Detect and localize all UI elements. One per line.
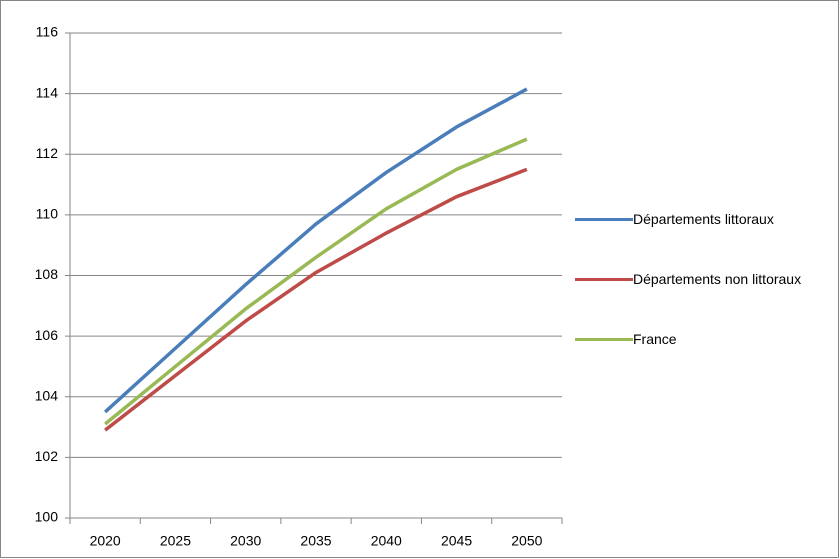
x-tick-label: 2030 — [230, 533, 261, 549]
legend-swatch — [575, 338, 633, 341]
series-line — [104, 167, 528, 432]
y-tick-label: 110 — [36, 206, 59, 222]
y-tick-label: 106 — [35, 327, 59, 343]
legend-label: Départements non littoraux — [633, 271, 802, 287]
legend-swatch — [575, 278, 633, 281]
legend-entry: Départements littoraux — [575, 210, 808, 229]
x-tick-label: 2035 — [300, 533, 331, 549]
y-tick-label: 114 — [36, 84, 59, 100]
series-line — [103, 87, 528, 414]
y-tick-label: 116 — [36, 24, 59, 40]
legend-label: Départements littoraux — [633, 211, 774, 227]
x-tick-label: 2020 — [90, 533, 121, 549]
y-tick-label: 104 — [35, 387, 59, 403]
y-tick-label: 100 — [35, 509, 59, 525]
x-tick-label: 2040 — [371, 533, 402, 549]
x-tick-label: 2025 — [160, 533, 191, 549]
legend-label: France — [633, 331, 677, 347]
series-line — [104, 137, 528, 426]
y-tick-label: 112 — [36, 145, 59, 161]
y-tick-label: 102 — [35, 448, 59, 464]
x-tick-label: 2045 — [441, 533, 472, 549]
x-tick-label: 2050 — [511, 533, 542, 549]
y-tick-label: 108 — [35, 266, 59, 282]
legend-swatch — [575, 218, 633, 221]
legend-entry: Départements non littoraux — [575, 270, 808, 289]
legend-entry: France — [575, 330, 808, 349]
